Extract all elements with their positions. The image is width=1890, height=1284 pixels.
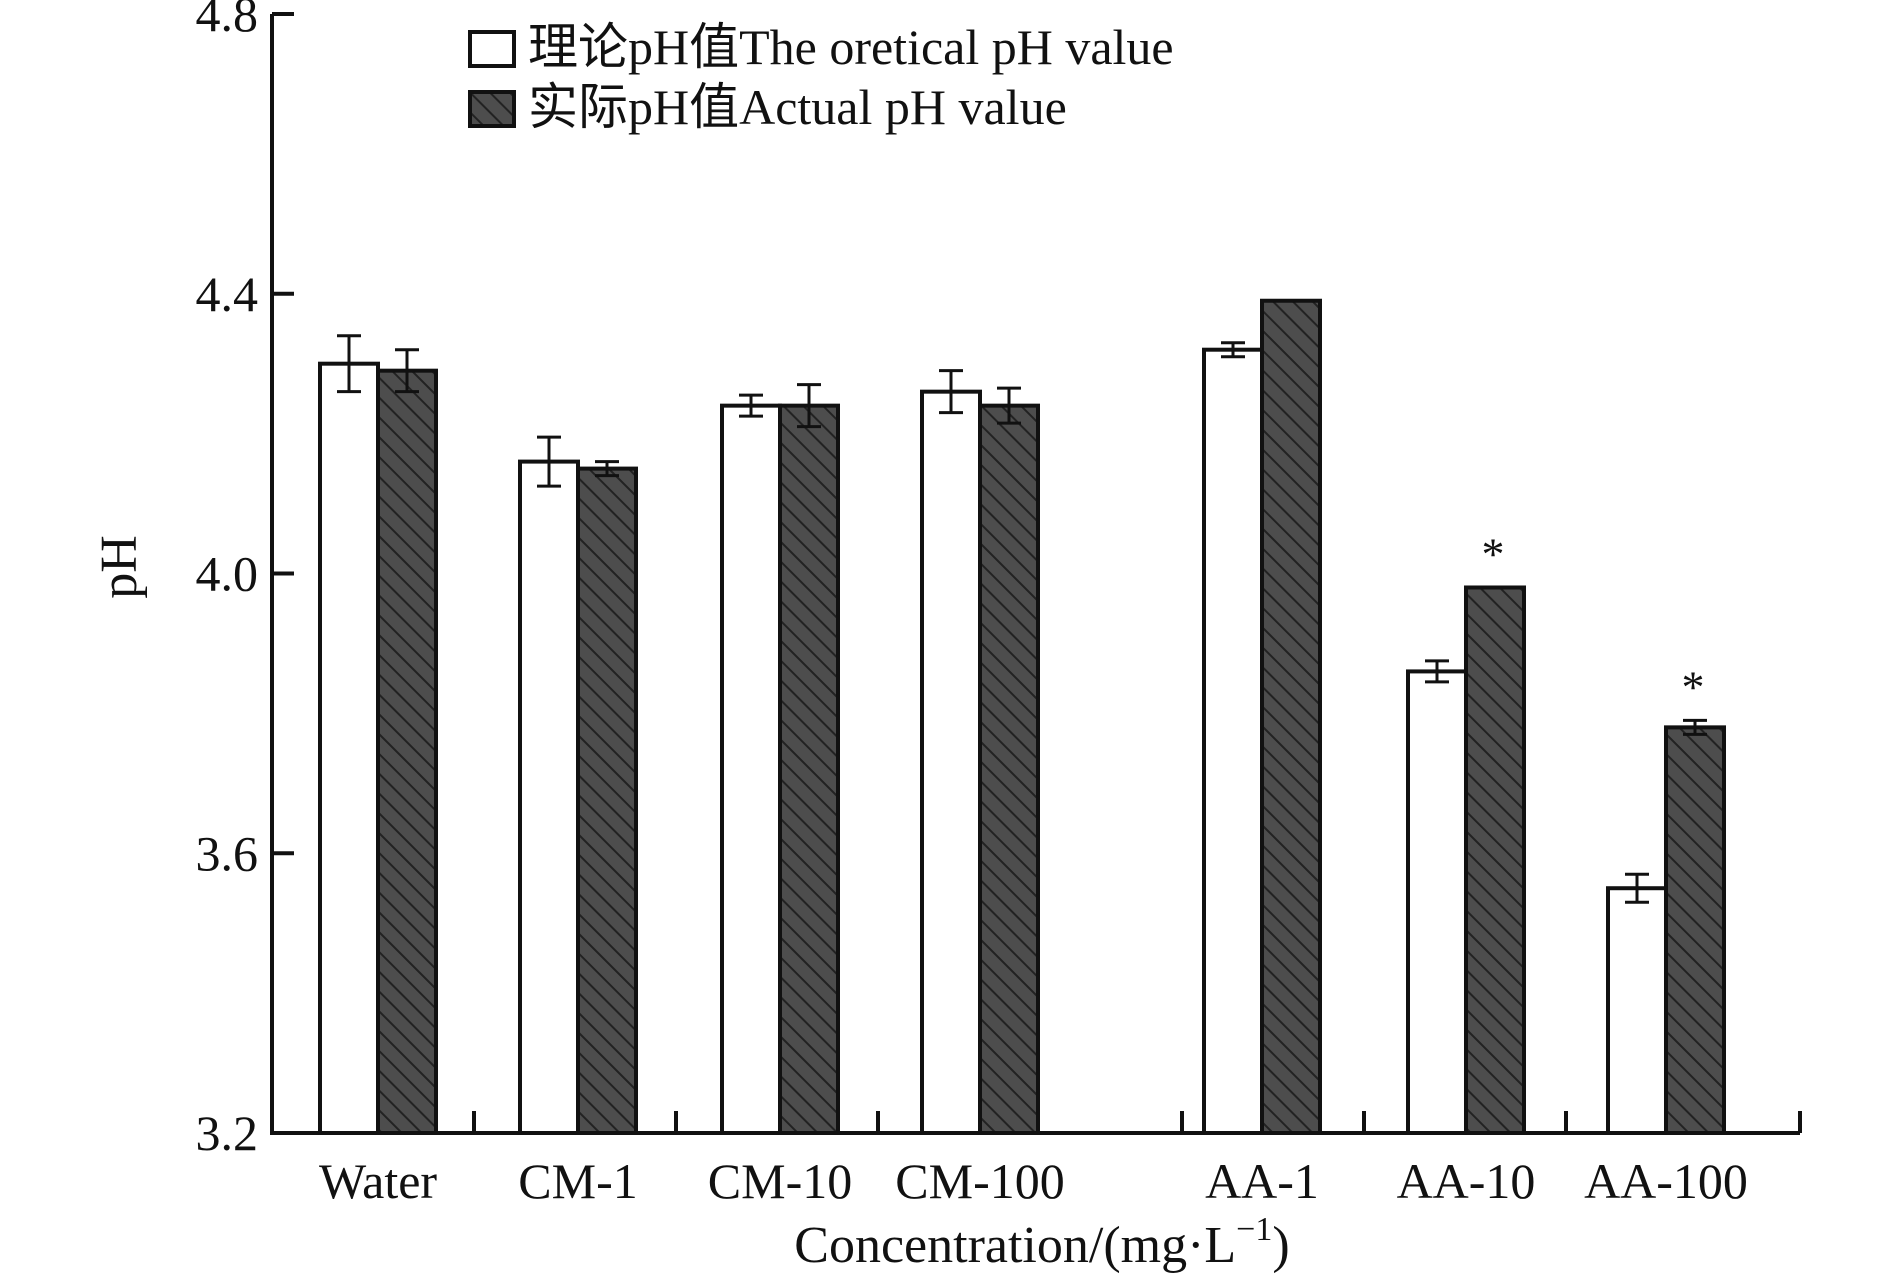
error-bar bbox=[739, 393, 763, 418]
category-label: AA-10 bbox=[1397, 1153, 1536, 1209]
category-label: CM-10 bbox=[708, 1153, 852, 1209]
category-label: CM-100 bbox=[895, 1153, 1064, 1209]
legend-swatch-theoretical bbox=[468, 30, 516, 68]
bar-actual bbox=[576, 466, 638, 1135]
bar-actual bbox=[1664, 725, 1726, 1135]
bar-theoretical bbox=[318, 361, 380, 1135]
error-bar bbox=[537, 435, 561, 488]
error-bar bbox=[595, 460, 619, 478]
legend-label-theoretical: 理论pH值The oretical pH value bbox=[528, 19, 1174, 75]
significance-marker: * bbox=[1482, 528, 1505, 579]
y-ticks: 3.2 3.6 4.0 4.4 4.8 bbox=[196, 0, 294, 1161]
error-bar bbox=[1625, 872, 1649, 904]
significance-marker: * bbox=[1682, 661, 1705, 712]
bar-actual bbox=[1260, 298, 1322, 1135]
error-bar bbox=[337, 334, 361, 394]
bar-theoretical bbox=[1606, 886, 1668, 1135]
x-ticks bbox=[472, 1111, 1802, 1133]
error-bar bbox=[395, 348, 419, 394]
y-tick-label: 3.2 bbox=[196, 1105, 259, 1161]
error-bar bbox=[939, 369, 963, 415]
legend-label-actual: 实际pH值Actual pH value bbox=[528, 79, 1067, 135]
bar-theoretical bbox=[920, 389, 982, 1136]
legend-swatch-actual bbox=[468, 90, 516, 128]
x-axis-title-close: ) bbox=[1272, 1217, 1289, 1274]
bar-actual bbox=[1464, 585, 1526, 1135]
error-bar bbox=[997, 386, 1021, 425]
error-bars-layer bbox=[337, 299, 1707, 904]
y-tick-label: 4.0 bbox=[196, 546, 259, 602]
bar-theoretical bbox=[720, 403, 782, 1135]
x-axis-title: Concentration/(mg·L−1) bbox=[794, 1211, 1289, 1274]
category-label: AA-100 bbox=[1584, 1153, 1748, 1209]
y-tick-label: 3.6 bbox=[196, 825, 259, 881]
category-label: CM-1 bbox=[518, 1153, 637, 1209]
annotations-layer: ** bbox=[1482, 528, 1705, 712]
bar-actual bbox=[778, 403, 840, 1135]
error-bar bbox=[1221, 341, 1245, 359]
category-label: AA-1 bbox=[1205, 1153, 1319, 1209]
category-label: Water bbox=[319, 1153, 437, 1209]
bar-actual bbox=[978, 403, 1040, 1135]
error-bar bbox=[1425, 659, 1449, 684]
error-bar bbox=[1683, 718, 1707, 736]
bar-theoretical bbox=[1406, 669, 1468, 1135]
y-axis-title: pH bbox=[91, 535, 148, 599]
x-axis-title-superscript: −1 bbox=[1236, 1211, 1272, 1248]
bars-layer bbox=[318, 298, 1726, 1136]
bar-theoretical bbox=[1202, 347, 1264, 1135]
bar-theoretical bbox=[518, 459, 580, 1136]
x-axis-title-main: Concentration/(mg·L bbox=[794, 1217, 1236, 1274]
y-tick-label: 4.8 bbox=[196, 0, 259, 42]
error-bar bbox=[797, 383, 821, 429]
y-tick-label: 4.4 bbox=[196, 266, 259, 322]
category-labels: Water CM-1 CM-10 CM-100 AA-1 AA-10 AA-100 bbox=[319, 1153, 1748, 1209]
legend: 理论pH值The oretical pH value 实际pH值Actual p… bbox=[468, 19, 1174, 135]
bar-actual bbox=[376, 368, 438, 1135]
